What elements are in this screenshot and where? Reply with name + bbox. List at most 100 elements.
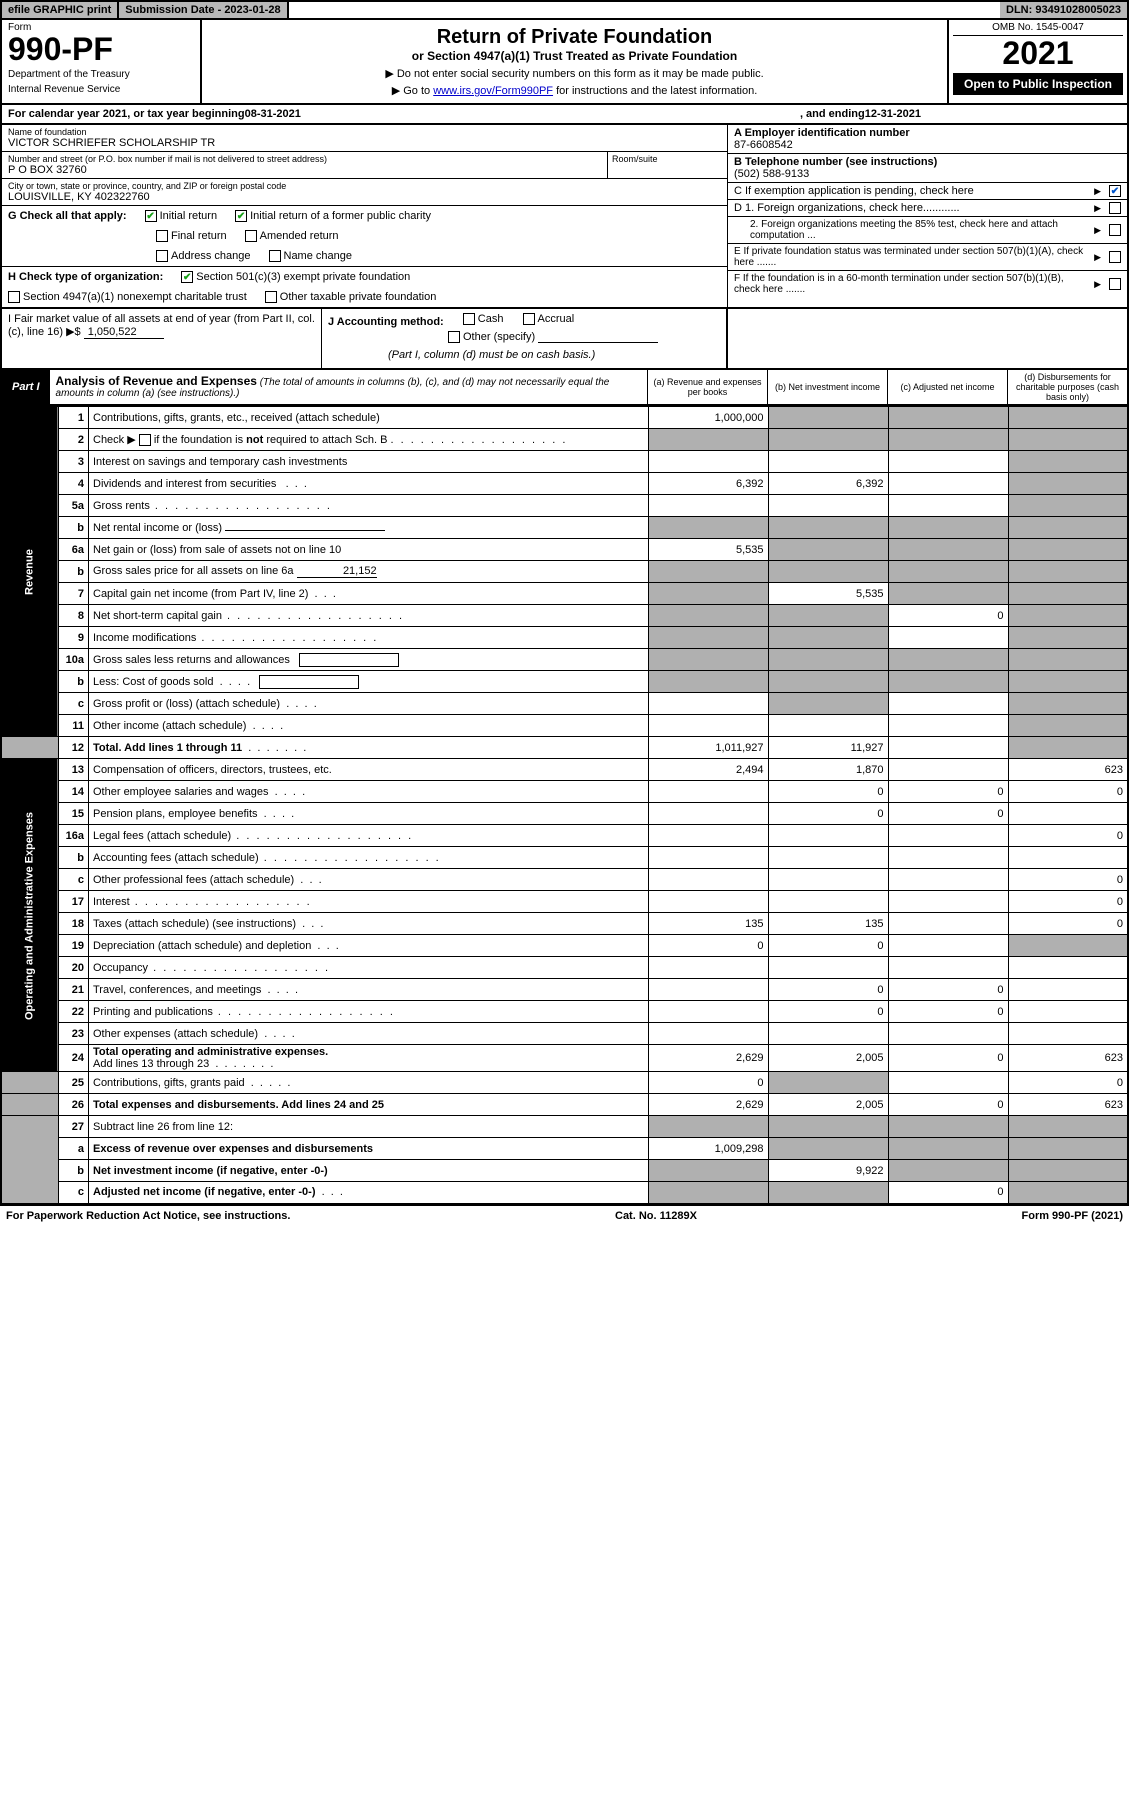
opex-side-label: Operating and Administrative Expenses (1, 759, 59, 1072)
chk-85pct[interactable] (1109, 224, 1121, 236)
table-row: 20Occupancy (1, 957, 1128, 979)
table-row: bNet investment income (if negative, ent… (1, 1160, 1128, 1182)
ein-label: A Employer identification number (734, 127, 1121, 139)
j-note: (Part I, column (d) must be on cash basi… (328, 349, 720, 361)
g-row: G Check all that apply: Initial return I… (2, 205, 727, 267)
table-row: 19Depreciation (attach schedule) and dep… (1, 935, 1128, 957)
chk-amended-return[interactable] (245, 230, 257, 242)
col-d-header: (d) Disbursements for charitable purpose… (1007, 370, 1127, 404)
form-number: 990-PF (8, 33, 194, 65)
table-row: 26Total expenses and disbursements. Add … (1, 1094, 1128, 1116)
table-row: 8Net short-term capital gain0 (1, 605, 1128, 627)
col-b-header: (b) Net investment income (767, 370, 887, 404)
submission-date: Submission Date - 2023-01-28 (119, 2, 288, 18)
chk-4947[interactable] (8, 291, 20, 303)
table-row: 11Other income (attach schedule) . . . . (1, 715, 1128, 737)
table-row: 7Capital gain net income (from Part IV, … (1, 583, 1128, 605)
chk-sch-b[interactable] (139, 434, 151, 446)
table-row: Revenue 1Contributions, gifts, grants, e… (1, 407, 1128, 429)
calendar-year-row: For calendar year 2021, or tax year begi… (0, 105, 1129, 125)
table-row: 9Income modifications (1, 627, 1128, 649)
table-row: bNet rental income or (loss) (1, 517, 1128, 539)
table-row: 5aGross rents (1, 495, 1128, 517)
table-row: 2Check ▶ if the foundation is not requir… (1, 429, 1128, 451)
table-row: Operating and Administrative Expenses 13… (1, 759, 1128, 781)
omb-number: OMB No. 1545-0047 (953, 22, 1123, 36)
irs-link[interactable]: www.irs.gov/Form990PF (433, 85, 553, 97)
fmv-value: 1,050,522 (84, 326, 164, 339)
chk-address-change[interactable] (156, 250, 168, 262)
d2-label: 2. Foreign organizations meeting the 85%… (734, 219, 1088, 241)
ein-value: 87-6608542 (734, 139, 1121, 151)
chk-initial-former[interactable] (235, 210, 247, 222)
year-block: OMB No. 1545-0047 2021 Open to Public In… (947, 20, 1127, 103)
table-row: 10aGross sales less returns and allowanc… (1, 649, 1128, 671)
chk-501c3[interactable] (181, 271, 193, 283)
col-c-header: (c) Adjusted net income (887, 370, 1007, 404)
part1-title: Analysis of Revenue and Expenses (56, 374, 257, 388)
g-label: G Check all that apply: (8, 210, 127, 222)
dept-irs: Internal Revenue Service (8, 84, 194, 95)
table-row: 21Travel, conferences, and meetings . . … (1, 979, 1128, 1001)
addr-label: Number and street (or P.O. box number if… (8, 154, 601, 164)
open-public-badge: Open to Public Inspection (953, 73, 1123, 95)
top-bar: efile GRAPHIC print Submission Date - 20… (0, 0, 1129, 20)
table-row: 23Other expenses (attach schedule) . . .… (1, 1023, 1128, 1045)
table-row: bAccounting fees (attach schedule) (1, 847, 1128, 869)
chk-status-terminated[interactable] (1109, 251, 1121, 263)
name-label: Name of foundation (8, 127, 721, 137)
d1-label: D 1. Foreign organizations, check here..… (734, 202, 1088, 214)
form-title-block: Return of Private Foundation or Section … (202, 20, 947, 103)
dln-label: DLN: 93491028005023 (1000, 2, 1127, 18)
chk-initial-return[interactable] (145, 210, 157, 222)
table-row: bLess: Cost of goods sold . . . . (1, 671, 1128, 693)
table-row: 12Total. Add lines 1 through 11 . . . . … (1, 737, 1128, 759)
chk-exemption-pending[interactable] (1109, 185, 1121, 197)
part1-label: Part I (2, 370, 50, 404)
form-title: Return of Private Foundation (208, 26, 941, 49)
paperwork-notice: For Paperwork Reduction Act Notice, see … (6, 1210, 290, 1222)
phone-value: (502) 588-9133 (734, 168, 1121, 180)
table-row: 25Contributions, gifts, grants paid . . … (1, 1072, 1128, 1094)
tax-year-end: 12-31-2021 (865, 108, 921, 120)
dept-treasury: Department of the Treasury (8, 69, 194, 80)
chk-cash[interactable] (463, 313, 475, 325)
table-row: cOther professional fees (attach schedul… (1, 869, 1128, 891)
room-label: Room/suite (607, 152, 727, 178)
instr-goto: ▶ Go to www.irs.gov/Form990PF for instru… (208, 84, 941, 97)
part1-header: Part I Analysis of Revenue and Expenses … (0, 370, 1129, 406)
efile-button[interactable]: efile GRAPHIC print (2, 2, 119, 18)
table-row: 22Printing and publications00 (1, 1001, 1128, 1023)
table-row: cAdjusted net income (if negative, enter… (1, 1182, 1128, 1204)
form-subtitle: or Section 4947(a)(1) Trust Treated as P… (208, 49, 941, 63)
table-row: 18Taxes (attach schedule) (see instructi… (1, 913, 1128, 935)
table-row: cGross profit or (loss) (attach schedule… (1, 693, 1128, 715)
f-label: F If the foundation is in a 60-month ter… (734, 273, 1088, 295)
form-header: Form 990-PF Department of the Treasury I… (0, 20, 1129, 105)
page-footer: For Paperwork Reduction Act Notice, see … (0, 1205, 1129, 1226)
chk-other-method[interactable] (448, 331, 460, 343)
chk-name-change[interactable] (269, 250, 281, 262)
foundation-addr: P O BOX 32760 (8, 164, 601, 176)
chk-60month[interactable] (1109, 278, 1121, 290)
c-label: C If exemption application is pending, c… (734, 185, 1088, 197)
analysis-table: Revenue 1Contributions, gifts, grants, e… (0, 406, 1129, 1205)
table-row: aExcess of revenue over expenses and dis… (1, 1138, 1128, 1160)
chk-final-return[interactable] (156, 230, 168, 242)
chk-accrual[interactable] (523, 313, 535, 325)
column-headers: (a) Revenue and expenses per books (b) N… (647, 370, 1127, 404)
h-row: H Check type of organization: Section 50… (2, 267, 727, 307)
chk-foreign-org[interactable] (1109, 202, 1121, 214)
foundation-city: LOUISVILLE, KY 402322760 (8, 191, 721, 203)
h-label: H Check type of organization: (8, 271, 163, 283)
ij-row: I Fair market value of all assets at end… (0, 309, 1129, 370)
chk-other-taxable[interactable] (265, 291, 277, 303)
city-label: City or town, state or province, country… (8, 181, 721, 191)
table-row: 6aNet gain or (loss) from sale of assets… (1, 539, 1128, 561)
table-row: 24Total operating and administrative exp… (1, 1045, 1128, 1072)
table-row: 15Pension plans, employee benefits . . .… (1, 803, 1128, 825)
instr-ssn: ▶ Do not enter social security numbers o… (208, 67, 941, 80)
phone-label: B Telephone number (see instructions) (734, 156, 1121, 168)
table-row: 14Other employee salaries and wages . . … (1, 781, 1128, 803)
form-ref: Form 990-PF (2021) (1022, 1210, 1123, 1222)
